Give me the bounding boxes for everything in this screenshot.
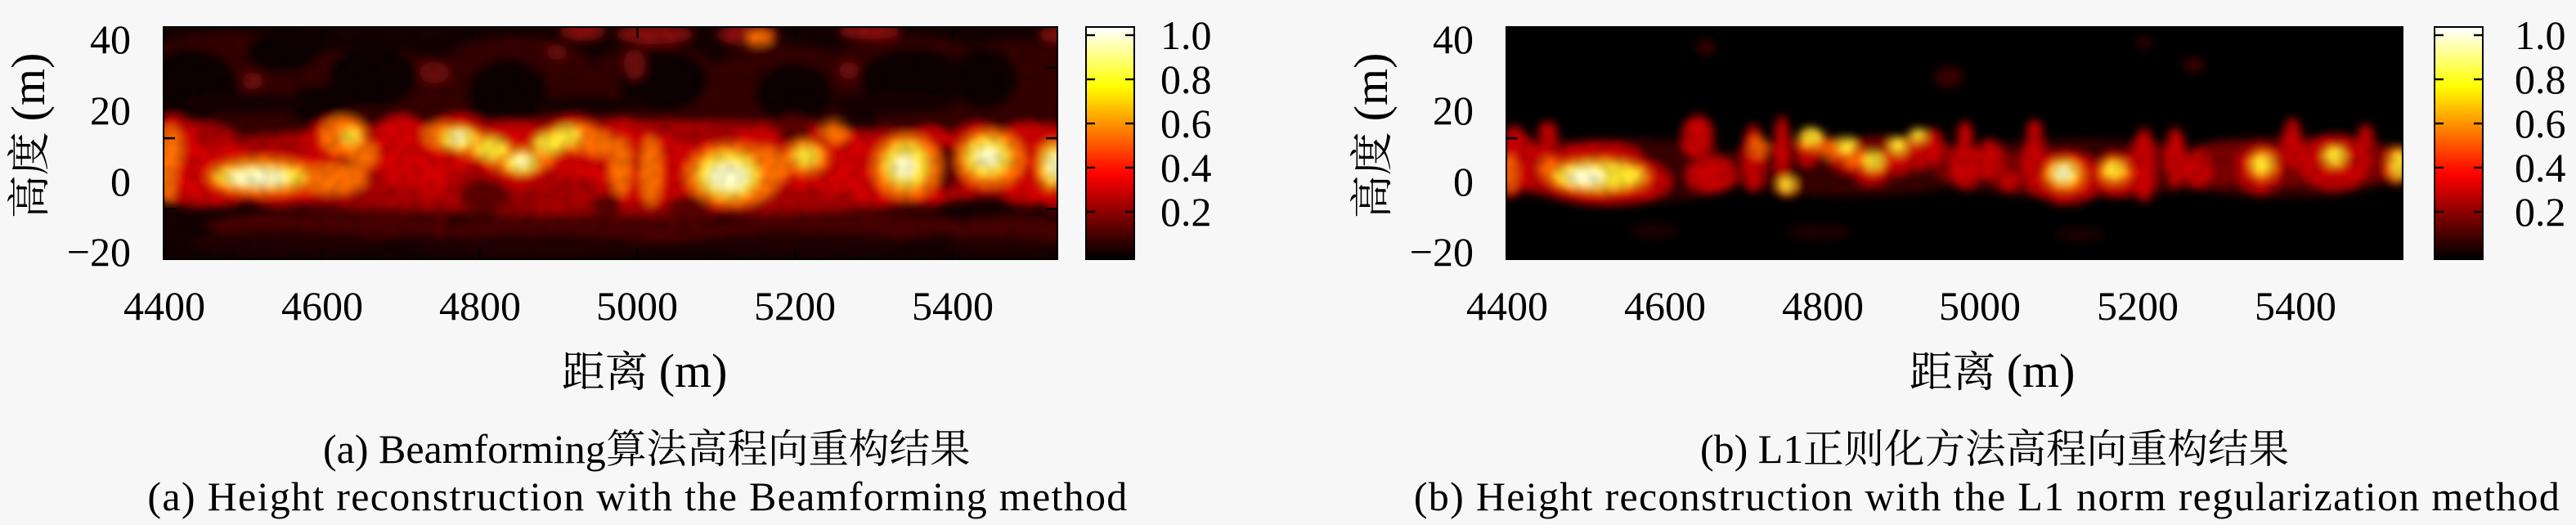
svg-text:(b) Height reconstruction with: (b) Height reconstruction with the L1 no… <box>1414 473 2560 519</box>
svg-text:(a) Beamforming: (a) Beamforming <box>323 426 606 472</box>
svg-text:(m): (m) <box>659 344 728 397</box>
svg-text:(b) L1: (b) L1 <box>1700 426 1803 472</box>
svg-text:(a) Height reconstruction with: (a) Height reconstruction with the Beamf… <box>147 473 1128 519</box>
svg-text:(m): (m) <box>2 53 55 122</box>
svg-text:(m): (m) <box>2007 344 2076 397</box>
svg-text:(m): (m) <box>1344 53 1398 122</box>
